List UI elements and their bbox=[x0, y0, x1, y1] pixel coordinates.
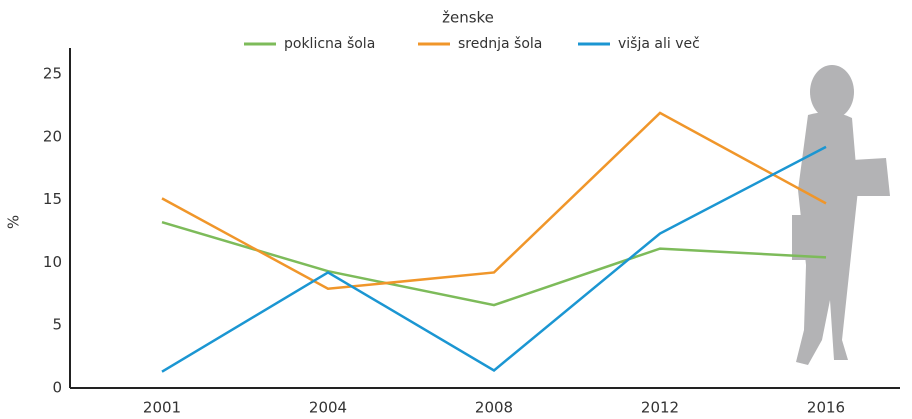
y-tick-label: 0 bbox=[52, 379, 62, 397]
chart: ženske % poklicna šola srednja šola višja … bbox=[0, 0, 912, 419]
legend-label: višja ali več bbox=[618, 36, 700, 52]
x-tick-label: 2001 bbox=[143, 399, 181, 417]
line bbox=[162, 222, 826, 305]
legend: poklicna šola srednja šola višja ali več bbox=[244, 36, 700, 52]
x-tick-label: 2004 bbox=[309, 399, 347, 417]
line bbox=[162, 113, 826, 289]
y-tick-label: 25 bbox=[43, 65, 62, 83]
chart-title: ženske bbox=[442, 9, 494, 27]
x-tick-label: 2016 bbox=[807, 399, 845, 417]
y-tick-label: 20 bbox=[43, 127, 62, 145]
silhouette bbox=[792, 65, 890, 365]
line bbox=[162, 147, 826, 372]
y-tick-label: 5 bbox=[52, 316, 62, 334]
legend-label: srednja šola bbox=[458, 36, 542, 52]
y-tick-label: 10 bbox=[43, 253, 62, 271]
x-tick-label: 2012 bbox=[641, 399, 679, 417]
y-axis-label: % bbox=[5, 215, 23, 229]
x-tick-label: 2008 bbox=[475, 399, 513, 417]
y-tick-label: 15 bbox=[43, 190, 62, 208]
legend-label: poklicna šola bbox=[284, 36, 375, 52]
